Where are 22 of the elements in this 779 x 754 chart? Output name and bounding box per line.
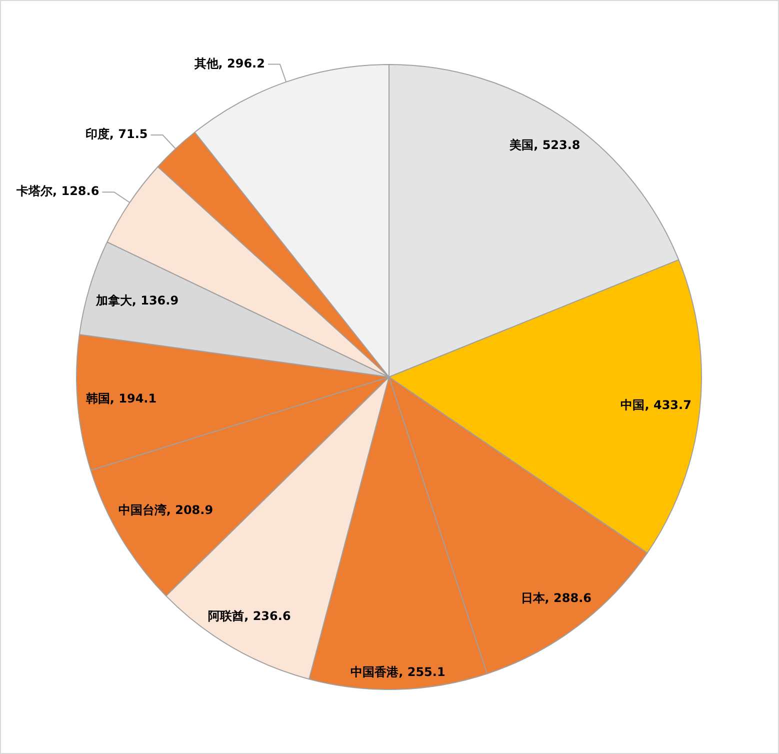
slice-label: 其他: [193, 56, 220, 70]
data-label: , 208.9: [166, 502, 214, 517]
slice-label: 加拿大: [94, 294, 133, 308]
data-label: , 296.2: [218, 56, 265, 70]
data-label: , 433.7: [644, 398, 692, 412]
slice-label: 印度: [85, 127, 110, 142]
data-label: , 71.5: [109, 127, 148, 142]
slice-label: 韩国: [84, 391, 110, 406]
data-label: , 236.6: [244, 609, 291, 624]
data-label: , 523.8: [534, 138, 580, 152]
slice-label: 中国香港: [350, 665, 400, 680]
slice-label: 阿联酋: [208, 609, 244, 624]
slice-label: 美国: [508, 138, 534, 152]
slice-label: 日本: [520, 590, 546, 605]
data-label: , 128.6: [52, 184, 100, 198]
data-label: , 136.9: [132, 294, 179, 308]
data-label: , 288.6: [544, 590, 592, 605]
slice-label: 中国: [620, 398, 645, 412]
data-label: , 255.1: [398, 665, 446, 680]
data-label: , 194.1: [110, 391, 157, 406]
slice-label: 中国台湾: [118, 502, 166, 517]
slice-label: 卡塔尔: [15, 184, 54, 198]
